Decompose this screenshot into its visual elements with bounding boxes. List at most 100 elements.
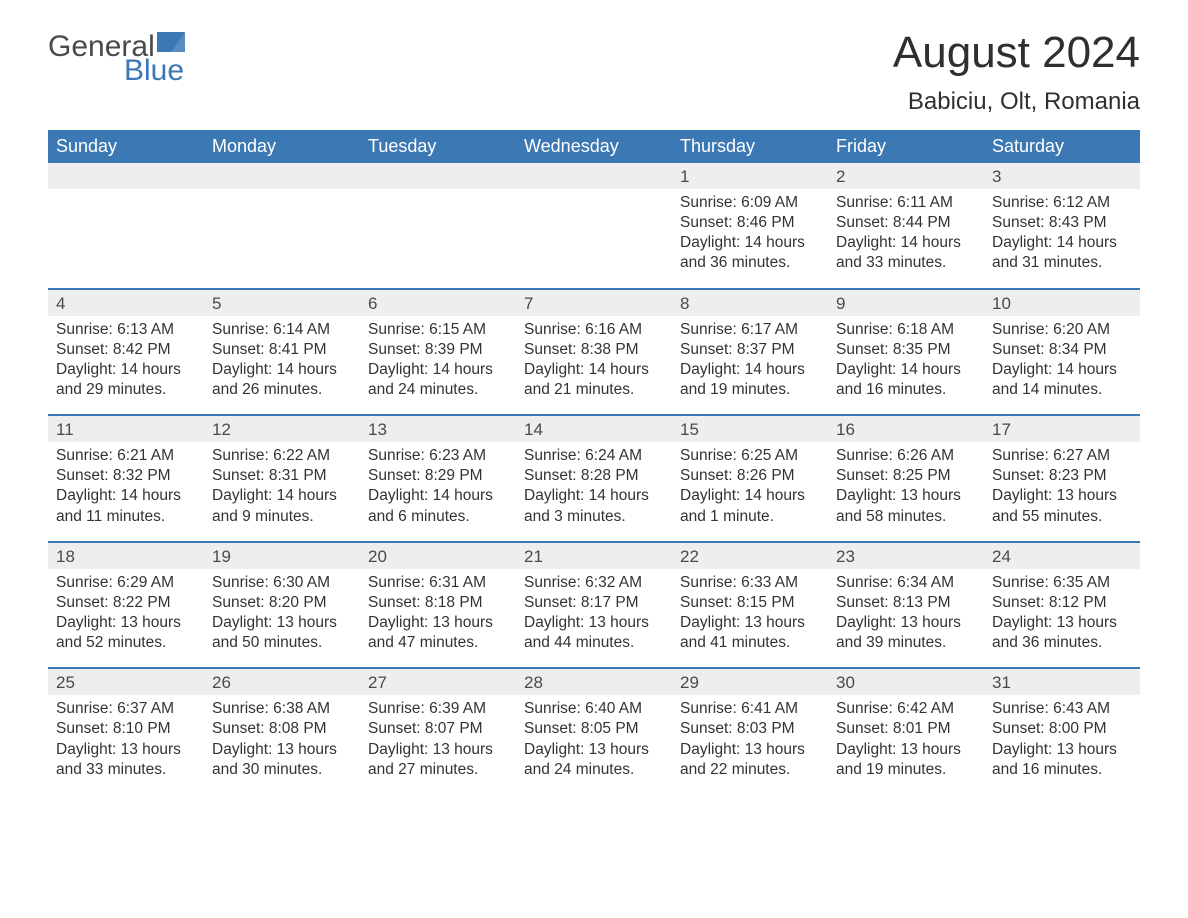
sunset-line: Sunset: 8:34 PM — [992, 340, 1132, 360]
sunset-line: Sunset: 8:18 PM — [368, 593, 508, 613]
sunset-line: Sunset: 8:44 PM — [836, 213, 976, 233]
daylight-line: Daylight: 13 hours and 27 minutes. — [368, 740, 508, 780]
week-row: 45678910Sunrise: 6:13 AMSunset: 8:42 PMD… — [48, 288, 1140, 415]
weekday-header-cell: Thursday — [672, 130, 828, 163]
daylight-line: Daylight: 13 hours and 52 minutes. — [56, 613, 196, 653]
sunrise-line: Sunrise: 6:40 AM — [524, 699, 664, 719]
daylight-line: Daylight: 13 hours and 55 minutes. — [992, 486, 1132, 526]
day-number: 12 — [204, 416, 360, 442]
sunset-line: Sunset: 8:10 PM — [56, 719, 196, 739]
sunset-line: Sunset: 8:38 PM — [524, 340, 664, 360]
day-cell — [204, 189, 360, 288]
day-cell: Sunrise: 6:16 AMSunset: 8:38 PMDaylight:… — [516, 316, 672, 415]
week-row: 25262728293031Sunrise: 6:37 AMSunset: 8:… — [48, 667, 1140, 794]
sunset-line: Sunset: 8:46 PM — [680, 213, 820, 233]
day-cell: Sunrise: 6:30 AMSunset: 8:20 PMDaylight:… — [204, 569, 360, 668]
sunset-line: Sunset: 8:15 PM — [680, 593, 820, 613]
sunset-line: Sunset: 8:08 PM — [212, 719, 352, 739]
sunrise-line: Sunrise: 6:25 AM — [680, 446, 820, 466]
day-cell: Sunrise: 6:24 AMSunset: 8:28 PMDaylight:… — [516, 442, 672, 541]
daylight-line: Daylight: 14 hours and 14 minutes. — [992, 360, 1132, 400]
sunset-line: Sunset: 8:05 PM — [524, 719, 664, 739]
sunrise-line: Sunrise: 6:09 AM — [680, 193, 820, 213]
sunset-line: Sunset: 8:12 PM — [992, 593, 1132, 613]
weekday-header-cell: Saturday — [984, 130, 1140, 163]
sunset-line: Sunset: 8:26 PM — [680, 466, 820, 486]
sunrise-line: Sunrise: 6:41 AM — [680, 699, 820, 719]
sunrise-line: Sunrise: 6:31 AM — [368, 573, 508, 593]
weekday-header-cell: Friday — [828, 130, 984, 163]
day-cell: Sunrise: 6:13 AMSunset: 8:42 PMDaylight:… — [48, 316, 204, 415]
day-cell: Sunrise: 6:43 AMSunset: 8:00 PMDaylight:… — [984, 695, 1140, 794]
sunset-line: Sunset: 8:42 PM — [56, 340, 196, 360]
sunset-line: Sunset: 8:03 PM — [680, 719, 820, 739]
daylight-line: Daylight: 13 hours and 36 minutes. — [992, 613, 1132, 653]
day-number: 2 — [828, 163, 984, 189]
daynum-row: 11121314151617 — [48, 416, 1140, 442]
daylight-line: Daylight: 13 hours and 47 minutes. — [368, 613, 508, 653]
daylight-line: Daylight: 14 hours and 1 minute. — [680, 486, 820, 526]
day-number: 30 — [828, 669, 984, 695]
sunrise-line: Sunrise: 6:43 AM — [992, 699, 1132, 719]
day-cell: Sunrise: 6:23 AMSunset: 8:29 PMDaylight:… — [360, 442, 516, 541]
sunrise-line: Sunrise: 6:29 AM — [56, 573, 196, 593]
day-cell: Sunrise: 6:31 AMSunset: 8:18 PMDaylight:… — [360, 569, 516, 668]
sunrise-line: Sunrise: 6:23 AM — [368, 446, 508, 466]
weekday-header-cell: Tuesday — [360, 130, 516, 163]
sunrise-line: Sunrise: 6:15 AM — [368, 320, 508, 340]
day-cell: Sunrise: 6:27 AMSunset: 8:23 PMDaylight:… — [984, 442, 1140, 541]
logo-text-blue: Blue — [124, 56, 191, 86]
sunset-line: Sunset: 8:41 PM — [212, 340, 352, 360]
daylight-line: Daylight: 14 hours and 3 minutes. — [524, 486, 664, 526]
sunrise-line: Sunrise: 6:22 AM — [212, 446, 352, 466]
daylight-line: Daylight: 14 hours and 19 minutes. — [680, 360, 820, 400]
daylight-line: Daylight: 14 hours and 36 minutes. — [680, 233, 820, 273]
day-cell — [48, 189, 204, 288]
daylight-line: Daylight: 14 hours and 26 minutes. — [212, 360, 352, 400]
daylight-line: Daylight: 13 hours and 44 minutes. — [524, 613, 664, 653]
daylight-line: Daylight: 14 hours and 29 minutes. — [56, 360, 196, 400]
daynum-row: 123 — [48, 163, 1140, 189]
day-cell: Sunrise: 6:42 AMSunset: 8:01 PMDaylight:… — [828, 695, 984, 794]
day-number: 21 — [516, 543, 672, 569]
daylight-line: Daylight: 14 hours and 33 minutes. — [836, 233, 976, 273]
day-number: 20 — [360, 543, 516, 569]
day-number: 9 — [828, 290, 984, 316]
sunset-line: Sunset: 8:22 PM — [56, 593, 196, 613]
day-number: 4 — [48, 290, 204, 316]
day-number: 13 — [360, 416, 516, 442]
day-number: 5 — [204, 290, 360, 316]
daylight-line: Daylight: 13 hours and 33 minutes. — [56, 740, 196, 780]
day-number: 25 — [48, 669, 204, 695]
sunrise-line: Sunrise: 6:12 AM — [992, 193, 1132, 213]
sunset-line: Sunset: 8:35 PM — [836, 340, 976, 360]
sunset-line: Sunset: 8:39 PM — [368, 340, 508, 360]
sunset-line: Sunset: 8:43 PM — [992, 213, 1132, 233]
sunrise-line: Sunrise: 6:20 AM — [992, 320, 1132, 340]
day-number — [48, 163, 204, 189]
sunrise-line: Sunrise: 6:11 AM — [836, 193, 976, 213]
day-number: 3 — [984, 163, 1140, 189]
sunset-line: Sunset: 8:29 PM — [368, 466, 508, 486]
day-number: 17 — [984, 416, 1140, 442]
sunset-line: Sunset: 8:28 PM — [524, 466, 664, 486]
day-cell: Sunrise: 6:21 AMSunset: 8:32 PMDaylight:… — [48, 442, 204, 541]
week-row: 123Sunrise: 6:09 AMSunset: 8:46 PMDaylig… — [48, 163, 1140, 288]
daylight-line: Daylight: 13 hours and 58 minutes. — [836, 486, 976, 526]
sunrise-line: Sunrise: 6:13 AM — [56, 320, 196, 340]
weekday-header-row: SundayMondayTuesdayWednesdayThursdayFrid… — [48, 130, 1140, 163]
calendar: SundayMondayTuesdayWednesdayThursdayFrid… — [48, 130, 1140, 794]
daylight-line: Daylight: 14 hours and 6 minutes. — [368, 486, 508, 526]
daylight-line: Daylight: 14 hours and 31 minutes. — [992, 233, 1132, 273]
daylight-line: Daylight: 13 hours and 39 minutes. — [836, 613, 976, 653]
daynum-row: 45678910 — [48, 290, 1140, 316]
day-cell — [516, 189, 672, 288]
daylight-line: Daylight: 13 hours and 16 minutes. — [992, 740, 1132, 780]
day-number: 18 — [48, 543, 204, 569]
sunset-line: Sunset: 8:20 PM — [212, 593, 352, 613]
day-cell: Sunrise: 6:32 AMSunset: 8:17 PMDaylight:… — [516, 569, 672, 668]
day-number: 31 — [984, 669, 1140, 695]
week-row: 11121314151617Sunrise: 6:21 AMSunset: 8:… — [48, 414, 1140, 541]
day-cell: Sunrise: 6:15 AMSunset: 8:39 PMDaylight:… — [360, 316, 516, 415]
day-cell: Sunrise: 6:39 AMSunset: 8:07 PMDaylight:… — [360, 695, 516, 794]
